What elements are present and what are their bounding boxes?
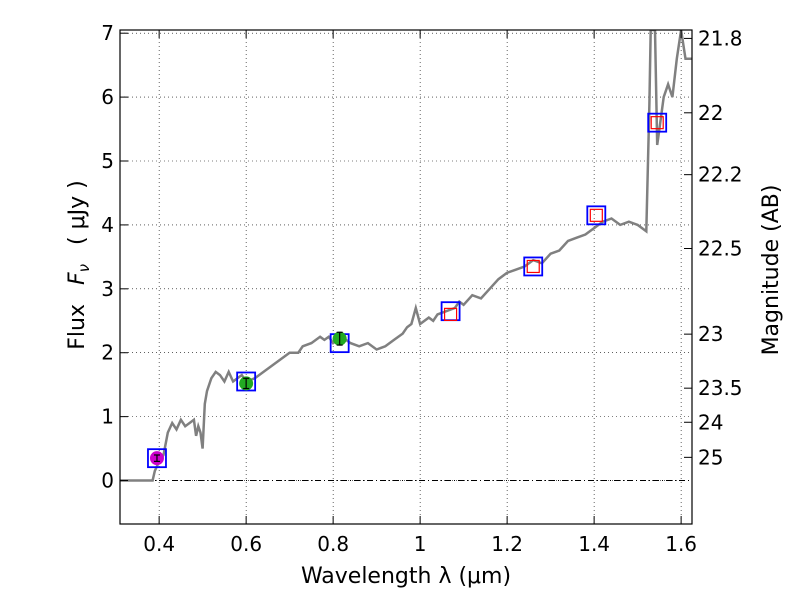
upper-limit-marker [589, 208, 603, 222]
y-tick-label: 6 [101, 85, 114, 109]
upper-limit-marker [443, 307, 458, 321]
y-tick-label: 4 [101, 213, 114, 237]
x-tick-label: 0.4 [143, 532, 175, 556]
model-photometry-marker [147, 448, 167, 469]
model-photometry-marker [523, 256, 544, 277]
x-tick-label: 1 [414, 532, 427, 556]
x-tick-label: 1.4 [578, 532, 610, 556]
plot-frame [119, 29, 693, 525]
x-axis-title: Wavelength λ (μm) [301, 564, 511, 589]
x-tick-label: 1.2 [491, 532, 523, 556]
y-axis-title-subscript: ν [75, 264, 93, 272]
y2-tick-label: 24 [698, 410, 723, 434]
y2-tick-label: 22 [698, 101, 723, 125]
y2-tick-label: 23 [698, 322, 723, 346]
y2-tick-label: 22.2 [698, 163, 743, 187]
model-spectrum-line [120, 30, 692, 482]
upper-limit-marker [650, 116, 664, 130]
y-axis-title-prefix: Flux [65, 304, 90, 350]
y-tick-label: 1 [101, 405, 114, 429]
y2-tick-label: 23.5 [698, 376, 743, 400]
y-axis-title-unit: ( μJy ) [65, 180, 90, 245]
y-tick-label: 3 [101, 277, 114, 301]
x-tick-label: 1.6 [665, 532, 697, 556]
y2-tick-label: 25 [698, 445, 723, 469]
y-axis-title: Flux Fν ( μJy ) [65, 180, 95, 349]
x-tick-label: 0.6 [230, 532, 262, 556]
x-tick-label: 0.8 [317, 532, 349, 556]
y2-tick-label: 22.5 [698, 237, 743, 261]
model-photometry-marker [236, 371, 257, 392]
y-tick-label: 7 [101, 21, 114, 45]
data-markers [147, 112, 668, 469]
y2-tick-label: 21.8 [698, 26, 743, 50]
y-tick-label: 2 [101, 341, 114, 365]
upper-limit-marker [526, 259, 540, 274]
y-axis-title-symbol: F [65, 272, 90, 285]
y-tick-label: 5 [101, 149, 114, 173]
y-tick-label: 0 [101, 469, 114, 493]
y2-axis-title: Magnitude (AB) [759, 185, 784, 356]
model-photometry-marker [647, 112, 668, 133]
model-photometry-marker [586, 205, 607, 226]
grid [120, 30, 692, 524]
